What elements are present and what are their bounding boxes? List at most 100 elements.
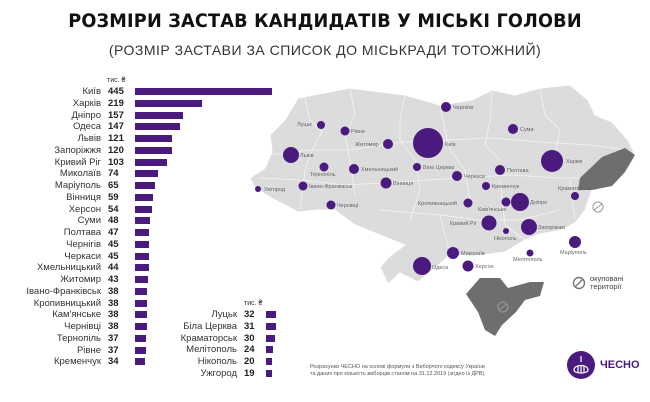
svg-text:Нікополь: Нікополь bbox=[494, 236, 517, 242]
bar-row: Кропивницький 38 bbox=[0, 298, 335, 309]
deposit-value: 31 bbox=[244, 320, 255, 332]
city-kherson bbox=[462, 260, 474, 272]
deposit-value: 147 bbox=[108, 121, 124, 133]
city-mariupol bbox=[569, 236, 581, 248]
city-name: Маріуполь bbox=[54, 180, 101, 191]
svg-text:Тернопіль: Тернопіль bbox=[310, 172, 336, 178]
occupied-icon bbox=[592, 201, 604, 213]
deposit-value: 37 bbox=[108, 344, 119, 356]
city-name: Полтава bbox=[63, 227, 101, 238]
value-bar bbox=[266, 358, 273, 365]
bar-row: Вінниця 59 bbox=[0, 192, 335, 203]
city-vinnytsia bbox=[380, 177, 392, 189]
bar-row: Рівне 37 bbox=[0, 345, 335, 356]
city-name: Черкаси bbox=[64, 250, 101, 262]
city-name: Житомир bbox=[60, 274, 101, 285]
svg-text:Мелітополь: Мелітополь bbox=[513, 257, 543, 263]
value-bar bbox=[135, 123, 181, 131]
deposit-value: 38 bbox=[108, 297, 119, 309]
deposit-value: 30 bbox=[244, 332, 255, 344]
bar-row: Запоріжжя 120 bbox=[0, 145, 335, 156]
city-name: Нікополь bbox=[197, 356, 237, 367]
city-name: Краматорськ bbox=[180, 332, 237, 344]
value-bar bbox=[135, 240, 149, 248]
svg-text:Полтава: Полтава bbox=[507, 168, 529, 174]
city-sumy bbox=[508, 124, 518, 134]
deposit-value: 45 bbox=[108, 238, 119, 250]
value-bar bbox=[135, 217, 150, 225]
bar-row: Мелітополь 24 bbox=[140, 344, 466, 355]
value-bar bbox=[135, 264, 149, 272]
garlic-logo-icon bbox=[567, 351, 595, 379]
deposit-value: 65 bbox=[108, 180, 119, 191]
bar-row: Одеса 147 bbox=[0, 121, 335, 132]
oblast-borders bbox=[259, 87, 629, 256]
svg-text:Житомир: Житомир bbox=[355, 142, 379, 148]
city-name: Ужгород bbox=[200, 367, 237, 379]
city-chernihiv bbox=[441, 102, 451, 112]
deposit-value: 19 bbox=[244, 367, 255, 379]
deposit-value: 59 bbox=[108, 191, 119, 203]
city-dnipro bbox=[511, 193, 529, 211]
svg-text:Херсон: Херсон bbox=[475, 264, 494, 270]
city-name: Івано-Франківськ bbox=[26, 285, 101, 297]
city-name: Суми bbox=[77, 215, 101, 227]
svg-text:Хмельницький: Хмельницький bbox=[361, 166, 398, 173]
city-chernivtsi bbox=[326, 200, 336, 210]
bar-row: Кременчук 34 bbox=[0, 356, 335, 367]
svg-text:Суми: Суми bbox=[520, 127, 534, 133]
city-lviv bbox=[283, 147, 299, 163]
svg-text:Кропивницький: Кропивницький bbox=[418, 200, 457, 207]
deposit-value: 445 bbox=[108, 86, 124, 97]
bar-row: Черкаси 45 bbox=[0, 251, 335, 262]
city-name: Чернігів bbox=[66, 238, 101, 250]
bar-row: Житомир 43 bbox=[0, 274, 335, 285]
svg-text:Рівне: Рівне bbox=[351, 129, 365, 135]
svg-text:Кривий Ріг: Кривий Ріг bbox=[450, 220, 477, 227]
city-khmelnytskyi bbox=[349, 164, 359, 174]
deposit-value: 20 bbox=[244, 356, 255, 367]
city-name: Херсон bbox=[68, 203, 101, 215]
value-bar bbox=[135, 111, 184, 119]
value-bar bbox=[266, 346, 274, 354]
city-poltava bbox=[495, 165, 505, 175]
value-bar bbox=[266, 334, 276, 342]
deposit-value: 24 bbox=[244, 344, 255, 356]
svg-text:Одеса: Одеса bbox=[432, 265, 449, 271]
occupied-crimea bbox=[466, 278, 544, 336]
value-bar bbox=[135, 170, 158, 178]
city-rivne bbox=[340, 126, 350, 136]
svg-text:Кам'янське: Кам'янське bbox=[478, 207, 506, 213]
city-name: Кременчук bbox=[53, 356, 101, 368]
bar-row: Чернігів 45 bbox=[0, 239, 335, 250]
ukraine-map: Київ Харків Дніпро Одеса Львів Запоріжжя… bbox=[249, 84, 636, 336]
city-name: Тернопіль bbox=[56, 332, 101, 344]
bar-row: Чернівці 38 bbox=[0, 321, 335, 332]
deposit-value: 157 bbox=[108, 109, 124, 121]
value-bar bbox=[135, 182, 156, 189]
value-bar bbox=[266, 311, 276, 318]
bar-row: Львів 121 bbox=[0, 133, 335, 144]
city-kropyvnytskyi bbox=[463, 198, 473, 208]
city-zhytomyr bbox=[383, 139, 393, 149]
bar-row: Полтава 47 bbox=[0, 227, 335, 238]
bar-row: Кривий Ріг 103 bbox=[0, 157, 335, 168]
bar-row: Маріуполь 65 bbox=[0, 180, 335, 191]
bar-row: Ужгород 19 bbox=[140, 368, 466, 379]
deposit-value: 38 bbox=[108, 321, 119, 332]
svg-text:Львів: Львів bbox=[300, 153, 314, 159]
value-bar bbox=[135, 252, 149, 260]
city-name: Хмельницький bbox=[36, 262, 101, 274]
city-name: Луцьк bbox=[211, 309, 237, 320]
city-melitopol bbox=[526, 249, 534, 257]
city-kharkiv bbox=[541, 150, 563, 172]
bar-row: Суми 48 bbox=[0, 215, 335, 226]
svg-text:Кременчук: Кременчук bbox=[492, 184, 520, 190]
bar-row: Івано-Франківськ 38 bbox=[0, 286, 335, 297]
footnote: Розрахунки ЧЕСНО на основі формули з Виб… bbox=[310, 364, 540, 378]
bar-row: Київ 445 bbox=[0, 86, 335, 97]
svg-text:Харків: Харків bbox=[566, 159, 582, 165]
city-nikopol bbox=[503, 228, 509, 234]
city-name: Львів bbox=[77, 133, 101, 144]
svg-text:Луцьк: Луцьк bbox=[297, 122, 312, 128]
